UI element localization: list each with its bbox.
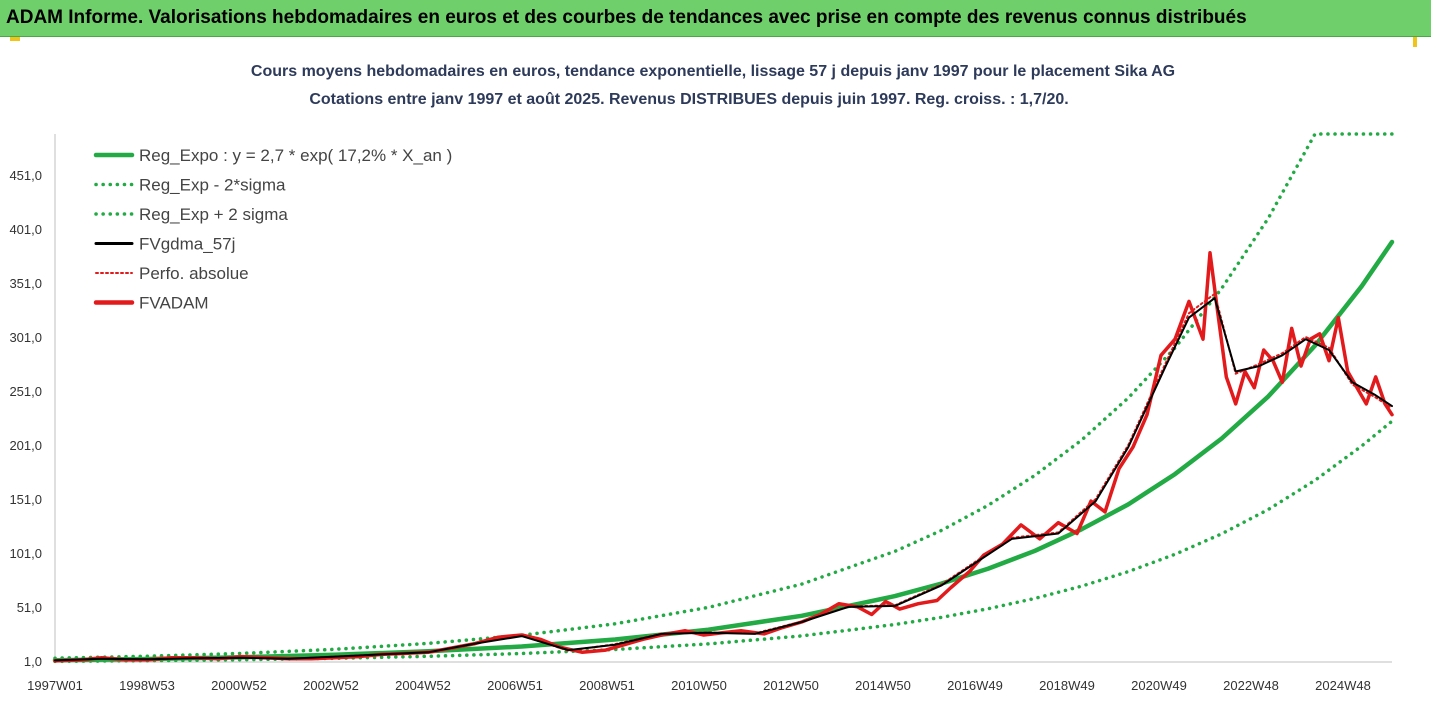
legend-label: Reg_Exp + 2 sigma [139, 205, 288, 224]
x-tick-label: 2016W49 [947, 678, 1003, 693]
chart-area: Cours moyens hebdomadaires en euros, ten… [0, 38, 1431, 718]
y-tick-label: 201,0 [9, 438, 42, 453]
chart-title: Cours moyens hebdomadaires en euros, ten… [251, 63, 1175, 80]
cell-corner-marker [10, 37, 20, 41]
legend-label: Perfo. absolue [139, 264, 249, 283]
chart-subtitle: Cotations entre janv 1997 et août 2025. … [309, 91, 1068, 108]
series-line-fvgdma-57j [54, 297, 1393, 662]
x-tick-label: 2024W48 [1315, 678, 1371, 693]
x-tick-label: 2020W49 [1131, 678, 1187, 693]
legend: Reg_Expo : y = 2,7 * exp( 17,2% * X_an )… [93, 146, 452, 313]
header-bar: ADAM Informe. Valorisations hebdomadaire… [0, 0, 1431, 37]
x-tick-label: 2010W50 [671, 678, 727, 693]
x-tick-label: 2018W49 [1039, 678, 1095, 693]
cell-corner-marker [1413, 37, 1417, 47]
y-tick-label: 451,0 [9, 168, 42, 183]
y-tick-label: 251,0 [9, 384, 42, 399]
x-tick-label: 1998W53 [119, 678, 175, 693]
legend-label: Reg_Exp - 2*sigma [139, 176, 286, 195]
y-axis-ticks: 1,0 51,0 101,0 151,0 201,0 251,0 301,0 351,0 401… [9, 168, 42, 669]
x-tick-label: 1997W01 [27, 678, 83, 693]
x-tick-label: 2006W51 [487, 678, 543, 693]
x-tick-label: 2022W48 [1223, 678, 1279, 693]
series-layer [52, 132, 1395, 664]
y-tick-label: 401,0 [9, 222, 42, 237]
legend-label: FVgdma_57j [139, 235, 235, 254]
series-line-fvadam [53, 251, 1394, 663]
series-line-reg-exp-2-sigma [53, 132, 1394, 660]
x-tick-label: 2008W51 [579, 678, 635, 693]
x-tick-label: 2002W52 [303, 678, 359, 693]
x-tick-label: 2000W52 [211, 678, 267, 693]
x-tick-label: 2012W50 [763, 678, 819, 693]
series-line-reg-exp-2-sigma [53, 419, 1394, 664]
legend-label: Reg_Expo : y = 2,7 * exp( 17,2% * X_an ) [139, 146, 452, 165]
page-title: ADAM Informe. Valorisations hebdomadaire… [6, 7, 1247, 28]
x-axis-ticks: 1997W01 1998W53 2000W52 2002W52 2004W52 2006W… [27, 678, 1371, 693]
line-chart: Cours moyens hebdomadaires en euros, ten… [9, 63, 1395, 693]
y-tick-label: 101,0 [9, 546, 42, 561]
legend-label: FVADAM [139, 294, 209, 313]
x-tick-label: 2004W52 [395, 678, 451, 693]
y-tick-label: 151,0 [9, 492, 42, 507]
y-tick-label: 51,0 [17, 600, 42, 615]
x-tick-label: 2014W50 [855, 678, 911, 693]
series-line-perfo-absolue [54, 292, 1393, 662]
y-tick-label: 351,0 [9, 276, 42, 291]
y-tick-label: 1,0 [24, 654, 42, 669]
y-tick-label: 301,0 [9, 330, 42, 345]
